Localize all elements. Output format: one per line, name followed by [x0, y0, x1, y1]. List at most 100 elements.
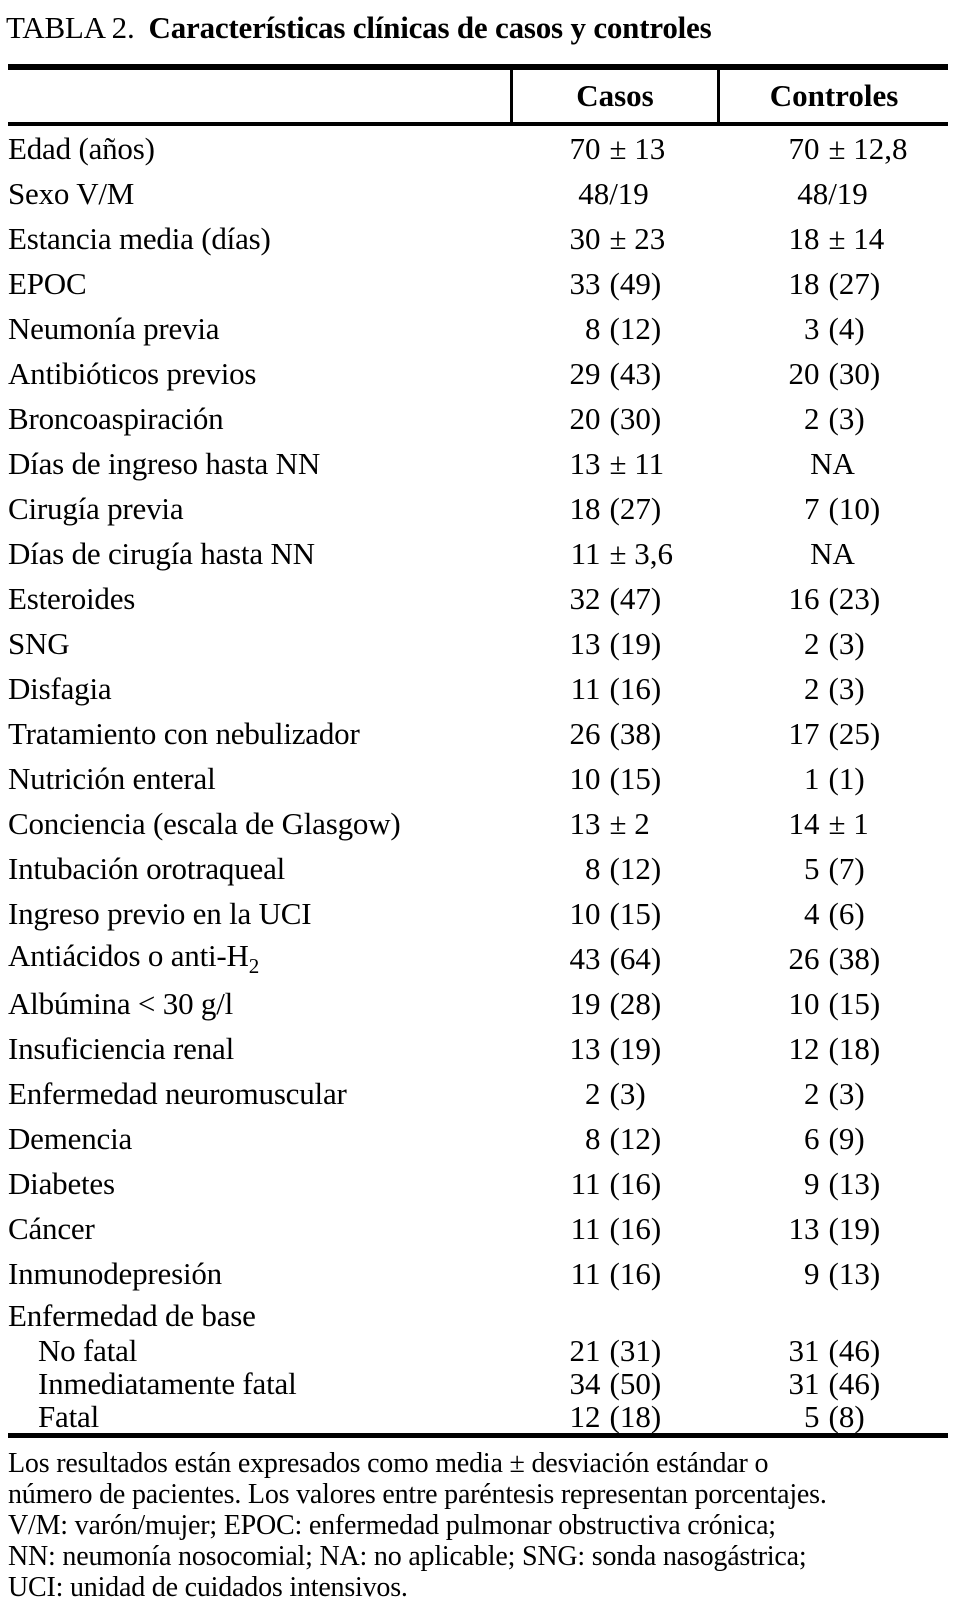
table-row: Antiácidos o anti-H2 43 (64) 26 (38) — [8, 936, 948, 981]
controles-value-cell: 2 (3) — [717, 671, 948, 707]
value-detail: (15) — [609, 760, 662, 796]
value: 8 (12) — [539, 851, 689, 887]
value-detail: (28) — [609, 985, 662, 1021]
row-label-text: No fatal — [38, 1332, 138, 1368]
footnote: Los resultados están expresados como med… — [8, 1448, 952, 1603]
value: 29 (43) — [539, 356, 689, 392]
table-row: Esteroides 32 (47) 16 (23) — [8, 576, 948, 621]
row-label-text: Días de cirugía hasta NN — [8, 535, 315, 571]
header-controles-label: Controles — [769, 78, 899, 113]
value-number: 12 — [788, 1030, 820, 1066]
value: 1 (1) — [758, 761, 908, 797]
table-row: Disfagia 11 (16) 2 (3) — [8, 666, 948, 711]
value-detail: (25) — [828, 715, 881, 751]
value: 13 ± 11 — [539, 446, 689, 482]
row-label-text: Edad (años) — [8, 130, 155, 166]
value-number: 70 — [788, 130, 820, 166]
table-row: Fatal 12 (18) 5 (8) — [8, 1398, 948, 1435]
value-number: 10 — [788, 985, 820, 1021]
value-number: 6 — [804, 1120, 820, 1156]
controles-value-cell: 16 (23) — [717, 581, 948, 617]
table-row: Cirugía previa 18 (27) 7 (10) — [8, 486, 948, 531]
table-row: Estancia media (días) 30 ± 23 18 ± 14 — [8, 216, 948, 261]
value: 26 (38) — [758, 941, 908, 977]
row-label-text: Diabetes — [8, 1165, 115, 1201]
casos-value-cell: 33 (49) — [510, 266, 717, 302]
casos-value-cell: 70 ± 13 — [510, 131, 717, 167]
value-number: 33 — [569, 265, 601, 301]
value-number: 11 — [570, 670, 601, 706]
row-label-text: Disfagia — [8, 670, 112, 706]
value-number: 13 — [788, 1210, 820, 1246]
value-detail: (50) — [609, 1365, 662, 1401]
value: 11 (16) — [539, 671, 689, 707]
value-number: 10 — [569, 895, 601, 931]
value-number: 11 — [570, 535, 601, 571]
row-label: Esteroides — [8, 581, 510, 617]
value: 18 (27) — [539, 491, 689, 527]
value-number: 3 — [804, 310, 820, 346]
controles-value-cell: 2 (3) — [717, 626, 948, 662]
value: 33 (49) — [539, 266, 689, 302]
value-number: 34 — [569, 1365, 601, 1401]
casos-value-cell: 8 (12) — [510, 1121, 717, 1157]
casos-value-cell: 8 (12) — [510, 311, 717, 347]
value: 21 (31) — [539, 1333, 689, 1369]
value: 12 (18) — [539, 1399, 689, 1435]
row-label: Enfermedad neuromuscular — [8, 1076, 510, 1112]
value-number: 18 — [788, 265, 820, 301]
value-detail: (3) — [609, 1075, 646, 1111]
value-detail: (15) — [828, 985, 881, 1021]
value-number: 11 — [570, 1255, 601, 1291]
row-label: Edad (años) — [8, 131, 510, 167]
value: 70 ± 13 — [539, 131, 689, 167]
value-number: 32 — [569, 580, 601, 616]
value-detail: (12) — [609, 850, 662, 886]
value-number: 43 — [569, 940, 601, 976]
row-label-text: Días de ingreso hasta NN — [8, 445, 321, 481]
row-label: Nutrición enteral — [8, 761, 510, 797]
table-row: Conciencia (escala de Glasgow) 13 ± 2 14 ± 1 — [8, 801, 948, 846]
value-number: 20 — [569, 400, 601, 436]
value: 30 ± 23 — [539, 221, 689, 257]
value-number: 31 — [788, 1365, 820, 1401]
value-number: 26 — [569, 715, 601, 751]
casos-value-cell: 10 (15) — [510, 761, 717, 797]
value-number: 5 — [804, 1398, 820, 1434]
value-detail: ± 13 — [609, 130, 666, 166]
table-row: Sexo V/M 48/19 48/19 — [8, 171, 948, 216]
value: 19 (28) — [539, 986, 689, 1022]
row-label-subscript: 2 — [248, 954, 260, 979]
table-title-text: Características clínicas de casos y cont… — [148, 10, 712, 45]
value-number: 11 — [570, 1210, 601, 1246]
value-number: 13 — [569, 445, 601, 481]
table-row: Insuficiencia renal 13 (19) 12 (18) — [8, 1026, 948, 1071]
row-label: Insuficiencia renal — [8, 1031, 510, 1067]
value-number: 2 — [804, 625, 820, 661]
row-label: Días de ingreso hasta NN — [8, 446, 510, 482]
value-number: 18 — [569, 490, 601, 526]
casos-value-cell: 18 (27) — [510, 491, 717, 527]
row-label-text: Ingreso previo en la UCI — [8, 895, 312, 931]
row-label: Neumonía previa — [8, 311, 510, 347]
row-label-text: Intubación orotraqueal — [8, 850, 286, 886]
value: 8 (12) — [539, 1121, 689, 1157]
value: 6 (9) — [758, 1121, 908, 1157]
value-detail: (38) — [828, 940, 881, 976]
value-number: 29 — [569, 355, 601, 391]
casos-value-cell: 32 (47) — [510, 581, 717, 617]
row-label-text: Estancia media (días) — [8, 220, 271, 256]
value-detail: (46) — [828, 1332, 881, 1368]
value-detail: (3) — [828, 1075, 865, 1111]
footnote-line: número de pacientes. Los valores entre p… — [8, 1479, 827, 1510]
row-label: Ingreso previo en la UCI — [8, 896, 510, 932]
value-number: 7 — [804, 490, 820, 526]
value-detail: (1) — [828, 760, 865, 796]
casos-value-cell: 21 (31) — [510, 1333, 717, 1369]
value: 13 ± 2 — [539, 806, 689, 842]
value-detail: (19) — [609, 1030, 662, 1066]
row-label-text: Nutrición enteral — [8, 760, 216, 796]
casos-value-cell: 26 (38) — [510, 716, 717, 752]
value: 13 (19) — [758, 1211, 908, 1247]
